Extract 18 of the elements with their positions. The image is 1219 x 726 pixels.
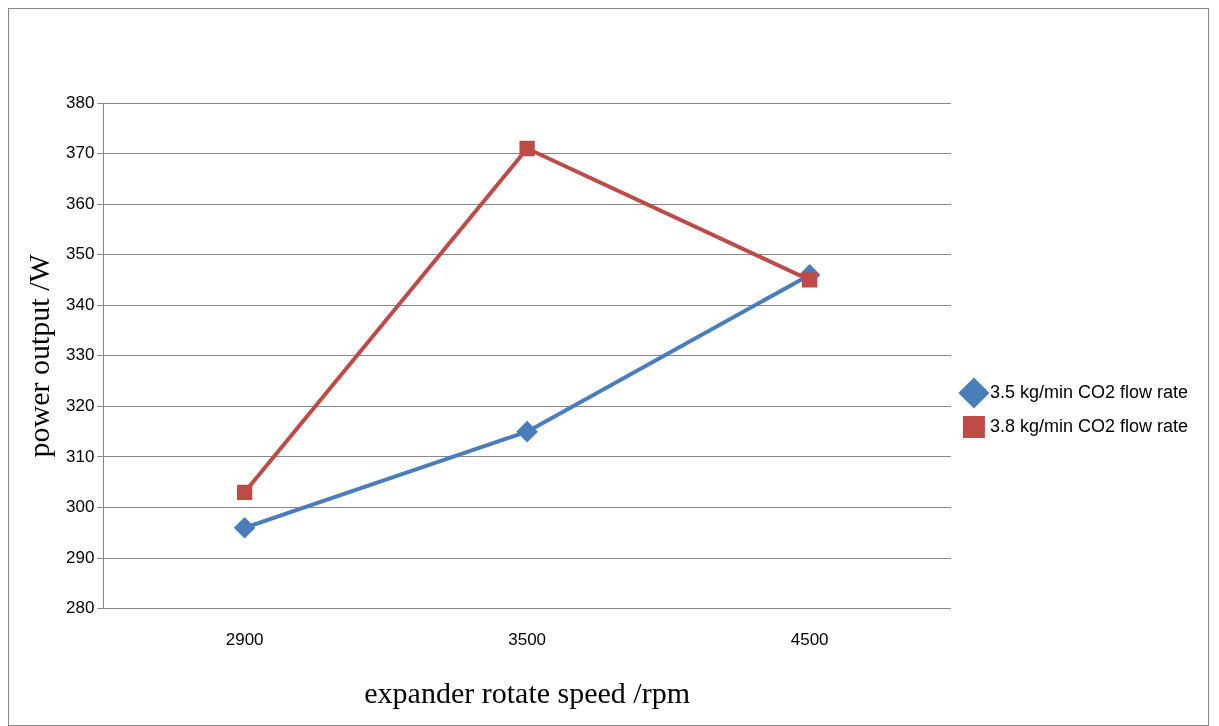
y-tick-label: 280 [65, 598, 95, 618]
y-tick-label: 360 [65, 193, 95, 213]
y-axis-title: power output /W [21, 253, 55, 458]
x-tick-label: 3500 [508, 630, 547, 650]
y-tick-label: 350 [65, 244, 95, 264]
x-tick-label: 4500 [790, 630, 829, 650]
y-tick-label: 320 [65, 396, 95, 416]
y-tick-label: 370 [65, 143, 95, 163]
y-tick-label: 330 [65, 345, 95, 365]
x-tick-label: 2900 [225, 630, 264, 650]
y-tick-label: 300 [65, 497, 95, 517]
y-tick-label: 310 [65, 446, 95, 466]
legend-label: 3.5 kg/min CO2 flow rate [989, 381, 1189, 402]
legend-label: 3.8 kg/min CO2 flow rate [989, 415, 1189, 436]
y-tick-label: 290 [65, 547, 95, 567]
y-tick-label: 340 [65, 294, 95, 314]
y-tick-label: 380 [65, 92, 95, 112]
x-axis-title: expander rotate speed /rpm [364, 675, 690, 709]
